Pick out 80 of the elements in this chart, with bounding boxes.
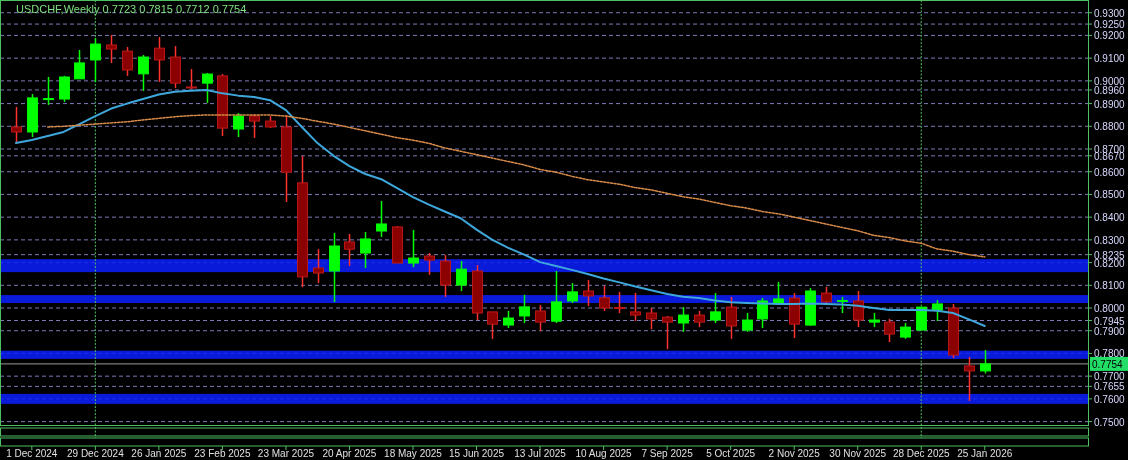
candlestick xyxy=(456,260,467,292)
y-tick-label: 0.7900 xyxy=(1094,325,1126,337)
y-tick-label: 0.8600 xyxy=(1094,166,1126,178)
x-tick-label: 23 Feb 2025 xyxy=(194,448,251,459)
x-tick-label: 23 Mar 2025 xyxy=(257,448,315,459)
candlestick xyxy=(726,296,737,340)
candlestick xyxy=(630,292,641,322)
candlestick xyxy=(964,356,975,402)
candlestick xyxy=(678,306,689,333)
candlestick xyxy=(376,200,387,238)
y-tick-label: 0.7655 xyxy=(1094,381,1126,393)
candlestick xyxy=(710,292,721,324)
line-series xyxy=(14,88,986,327)
candlestick xyxy=(122,46,133,77)
candlestick xyxy=(106,34,117,64)
candlestick xyxy=(233,112,244,138)
chart-title: USDCHF,Weekly 0.7723 0.7815 0.7712 0.7754 xyxy=(16,3,247,15)
x-tick-label: 28 Dec 2025 xyxy=(892,448,951,459)
ref-line-label: 0.7754 xyxy=(1092,358,1124,370)
x-tick-label: 20 Apr 2025 xyxy=(322,448,377,459)
candlestick xyxy=(567,282,578,304)
y-tick-label: 0.8000 xyxy=(1094,303,1126,315)
y-tick-label: 0.8900 xyxy=(1094,98,1126,110)
candlestick xyxy=(487,311,498,340)
x-tick-label: 29 Dec 2024 xyxy=(66,448,125,459)
candlestick xyxy=(662,315,673,350)
x-tick-label: 2 Nov 2025 xyxy=(768,448,821,459)
y-tick-label: 0.8960 xyxy=(1094,84,1126,96)
x-tick-label: 10 Aug 2025 xyxy=(575,448,633,459)
candlestick xyxy=(202,72,213,104)
candlestick xyxy=(742,312,753,333)
x-tick-label: 18 May 2025 xyxy=(384,448,443,459)
y-tick-label: 0.7600 xyxy=(1094,393,1126,405)
x-tick-label: 26 Jan 2025 xyxy=(131,448,187,459)
candlestick xyxy=(43,76,54,106)
candlestick xyxy=(519,294,530,324)
candlestick xyxy=(614,291,625,314)
x-tick-label: 25 Jan 2026 xyxy=(957,448,1013,459)
x-tick-label: 7 Sep 2025 xyxy=(641,448,694,459)
y-tick-label: 0.8500 xyxy=(1094,189,1126,201)
candlestick xyxy=(424,252,435,276)
candlestick xyxy=(138,54,149,92)
candlestick xyxy=(932,299,943,322)
y-tick-label: 0.8800 xyxy=(1094,121,1126,133)
candlestick xyxy=(154,36,165,83)
y-tick-label: 0.7500 xyxy=(1094,416,1126,428)
y-tick-label: 0.9250 xyxy=(1094,19,1126,31)
y-tick-label: 0.9200 xyxy=(1094,30,1126,42)
y-tick-label: 0.9000 xyxy=(1094,75,1126,87)
y-tick-label: 0.8400 xyxy=(1094,212,1126,224)
x-tick-label: 1 Dec 2024 xyxy=(6,448,58,459)
y-tick-label: 0.9300 xyxy=(1094,7,1126,19)
candlestick xyxy=(11,106,22,143)
y-tick-label: 0.7800 xyxy=(1094,348,1126,360)
candlestick xyxy=(74,49,85,80)
candlestick xyxy=(551,270,562,324)
candlestick xyxy=(757,297,768,329)
y-tick-label: 0.7700 xyxy=(1094,371,1126,383)
x-tick-label: 5 Oct 2025 xyxy=(706,448,756,459)
candlestick xyxy=(408,229,419,268)
x-tick-label: 13 Jul 2025 xyxy=(514,448,567,459)
candlestick xyxy=(853,290,864,328)
candlestick xyxy=(583,279,594,307)
candlestick xyxy=(599,285,610,312)
y-tick-label: 0.8300 xyxy=(1094,234,1126,246)
x-tick-label: 15 Jun 2025 xyxy=(449,448,505,459)
y-tick-label: 0.9100 xyxy=(1094,53,1126,65)
candlestick xyxy=(884,318,895,343)
candlestick xyxy=(344,233,355,267)
y-tick-label: 0.8100 xyxy=(1094,280,1126,292)
candlestick xyxy=(59,75,70,103)
candlestick xyxy=(980,349,991,375)
candlestick xyxy=(360,231,371,269)
candlestick xyxy=(313,248,324,284)
line-series xyxy=(46,114,986,258)
candlestick xyxy=(646,307,657,330)
candlestick xyxy=(90,37,101,83)
y-tick-label: 0.7945 xyxy=(1094,315,1126,327)
candlestick xyxy=(535,304,546,332)
x-tick-label: 30 Nov 2025 xyxy=(829,448,887,459)
